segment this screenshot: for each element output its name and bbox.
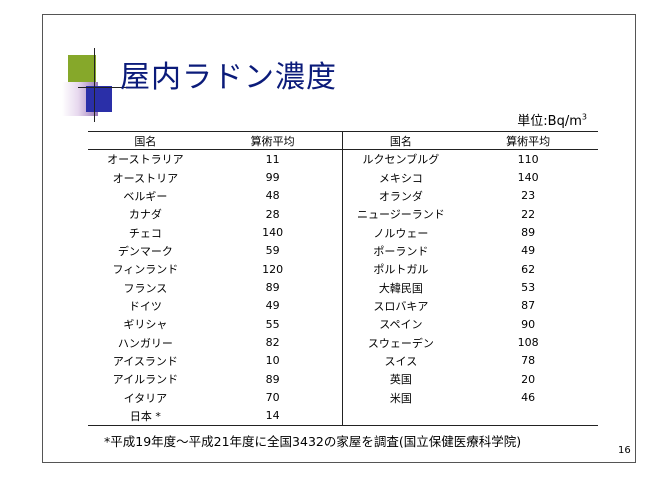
table-row: ドイツ 49 スロバキア 87 [88,296,598,316]
left-country-cell: アイスランド [112,354,178,368]
left-country-cell: アイルランド [112,373,179,387]
left-value-cell: 49 [202,296,344,316]
table-row: ハンガリー 82 スウェーデン 108 [88,333,598,352]
footnote: *平成19年度～平成21年度に全国3432の家屋を調査(国立保健医療科学院) [104,434,522,449]
slide-title: 屋内ラドン濃度 [120,60,337,95]
header-right-value: 算術平均 [458,131,598,150]
right-country-cell: ニュージーランド [356,208,445,222]
table-row: アイルランド 89 英国 20 [88,370,598,389]
decorative-vertical-line [94,48,95,122]
right-country-cell: ポルトガル [373,263,429,277]
table-row: ギリシャ 55 スペイン 90 [88,315,598,334]
right-value-cell: 108 [517,336,539,350]
right-country-cell: ポーランド [373,244,429,258]
left-value-cell: 59 [202,241,344,261]
right-value-cell: 49 [521,244,536,258]
table-row: オーストラリア 11 ルクセンブルグ 110 [88,149,598,169]
left-value-cell: 70 [202,388,344,407]
right-country-cell: スペイン [379,318,423,332]
table-row: イタリア 70 米国 46 [88,388,598,407]
left-value-cell: 48 [202,186,344,206]
left-country-cell: フィンランド [112,263,179,277]
left-country-cell: デンマーク [117,244,173,258]
right-country-cell: オランダ [378,189,423,203]
table-row: デンマーク 59 ポーランド 49 [88,241,598,261]
left-country-cell: ベルギー [123,189,168,203]
right-country-cell: ノルウェー [373,226,429,240]
left-country-cell: カナダ [128,208,162,222]
right-country-cell: 大韓民国 [378,281,423,295]
right-country-cell: スウェーデン [367,336,434,350]
table-row: フィンランド 120 ポルトガル 62 [88,260,598,279]
header-right-country: 国名 [342,131,459,150]
left-country-cell: イタリア [123,391,168,405]
left-value-cell: 140 [202,223,344,242]
right-country-cell: 米国 [389,391,412,405]
table-row: フランス 89 大韓民国 53 [88,278,598,297]
left-country-cell: チェコ [128,226,162,240]
right-value-cell: 53 [521,281,536,295]
table-row: カナダ 28 ニュージーランド 22 [88,205,598,224]
right-value-cell: 90 [521,317,536,331]
table-row: 日本 * 14 [88,406,598,427]
header-left-country: 国名 [88,131,203,150]
left-value-cell: 99 [202,168,344,187]
unit-exponent: 3 [581,112,587,122]
right-value-cell: 110 [517,152,539,166]
header-left-value: 算術平均 [202,131,344,150]
left-country-cell: オーストリア [112,171,179,185]
right-value-cell: 22 [521,207,536,221]
right-value-cell: 20 [521,372,536,386]
right-country-cell: 英国 [389,373,412,387]
table-row: チェコ 140 ノルウェー 89 [88,223,598,242]
page-number: 16 [618,445,631,456]
right-value-cell: 46 [521,391,536,405]
right-value-cell: 89 [521,226,536,240]
table-header-row: 国名 算術平均 国名 算術平均 [88,131,598,150]
right-value-cell: 62 [521,262,536,276]
unit-label: 単位:Bq/m3 [517,110,587,129]
left-country-cell: ドイツ [128,299,162,313]
unit-text: 単位:Bq/m [517,114,582,129]
radon-table: 国名 算術平均 国名 算術平均 オーストラリア 11 ルクセンブルグ 110 オーストリ… [88,131,598,427]
right-value-cell: 78 [521,354,536,368]
right-country-cell: メキシコ [378,171,423,185]
decorative-green-square [68,55,96,83]
right-value-cell: 23 [521,189,536,203]
table-body: オーストラリア 11 ルクセンブルグ 110 オーストリア 99 メキシコ 140 ベルギー 48… [88,149,598,427]
left-country-cell: 日本 * [88,406,203,427]
left-value-cell: 55 [202,315,344,334]
left-value-cell: 89 [202,370,344,389]
left-country-cell: ハンガリー [117,336,173,350]
left-country-cell: ギリシャ [123,318,168,332]
right-value-cell: 140 [517,171,539,185]
left-value-cell: 11 [202,149,344,169]
right-value-cell: 87 [521,299,536,313]
table-row: アイスランド 10 スイス 78 [88,351,598,371]
left-value-cell: 120 [202,260,344,279]
left-country-cell: フランス [123,281,168,295]
left-value-cell: 82 [202,333,344,352]
right-country-cell: ルクセンブルグ [362,153,440,167]
right-country-cell [342,406,459,427]
decorative-horizontal-line [78,87,128,88]
left-country-cell: オーストラリア [107,153,184,167]
left-value-cell: 89 [202,278,344,297]
right-value-cell [458,406,598,427]
left-value-cell: 28 [202,205,344,224]
right-country-cell: スイス [384,354,418,368]
right-country-cell: スロバキア [373,299,429,313]
left-value-cell: 14 [202,406,344,427]
table-row: ベルギー 48 オランダ 23 [88,186,598,206]
left-value-cell: 10 [202,351,344,371]
decorative-blue-square [86,86,112,112]
table-row: オーストリア 99 メキシコ 140 [88,168,598,187]
